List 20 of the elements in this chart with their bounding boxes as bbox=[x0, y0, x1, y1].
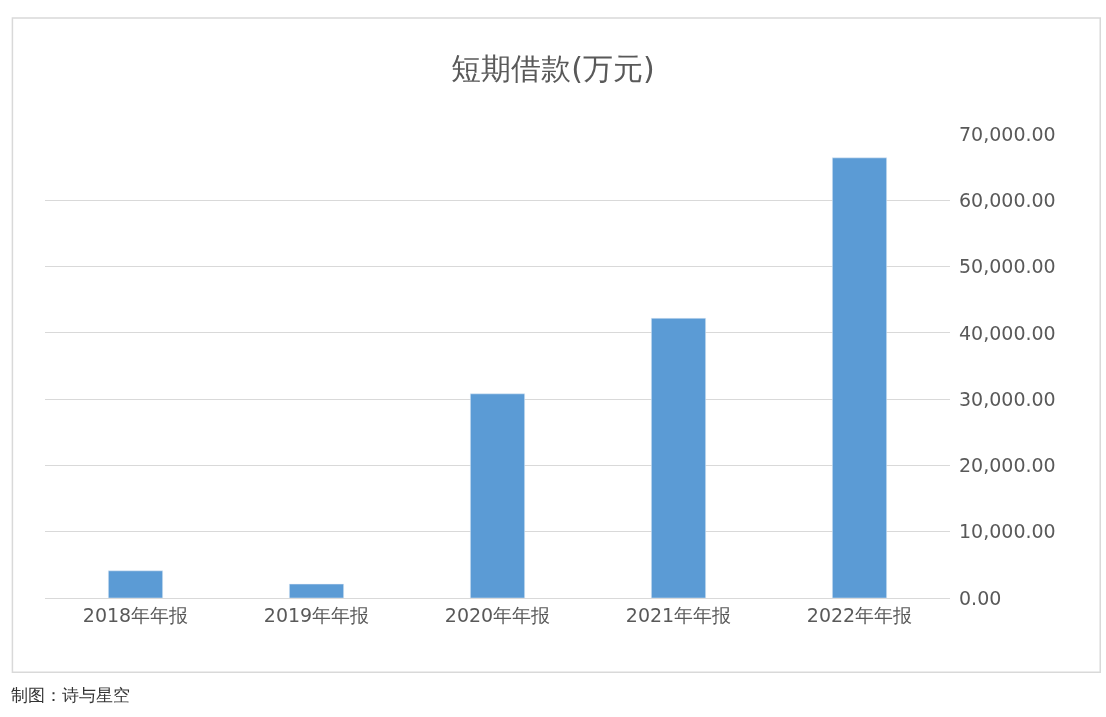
bar bbox=[470, 393, 525, 598]
x-tick-label: 2020年年报 bbox=[444, 603, 551, 626]
y-tick-label: 0.00 bbox=[959, 586, 1002, 609]
y-tick-label: 60,000.00 bbox=[959, 188, 1056, 211]
x-tick-label: 2019年年报 bbox=[263, 603, 370, 626]
x-tick-label: 2018年年报 bbox=[82, 603, 189, 626]
bar bbox=[108, 570, 163, 598]
y-tick-label: 30,000.00 bbox=[959, 387, 1056, 410]
y-tick-label: 70,000.00 bbox=[959, 122, 1056, 145]
y-tick-label: 10,000.00 bbox=[959, 520, 1056, 543]
chart-title: 短期借款(万元) bbox=[451, 50, 655, 86]
text: 制图：诗与星空 bbox=[11, 685, 130, 705]
y-tick-label: 50,000.00 bbox=[959, 255, 1056, 278]
y-tick-label: 40,000.00 bbox=[959, 321, 1056, 344]
bar bbox=[832, 157, 887, 598]
y-tick-label: 20,000.00 bbox=[959, 454, 1056, 477]
bar bbox=[289, 583, 344, 598]
bar bbox=[651, 318, 706, 598]
x-tick-label: 2022年年报 bbox=[806, 603, 913, 626]
x-tick-label: 2021年年报 bbox=[625, 603, 732, 626]
